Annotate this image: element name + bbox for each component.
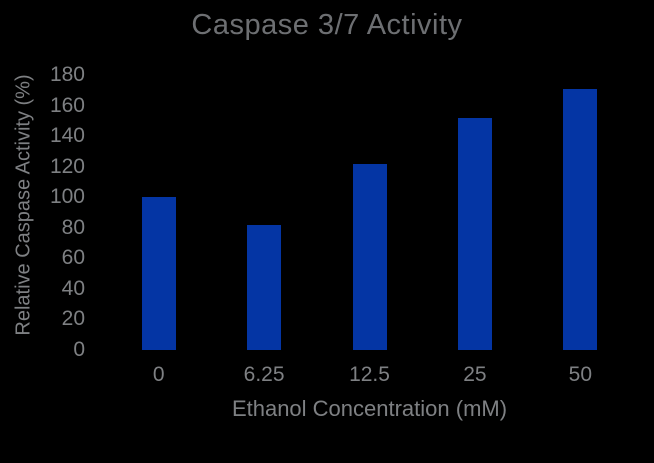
bar-slot-12.5 — [317, 60, 422, 350]
chart-title: Caspase 3/7 Activity — [191, 9, 463, 41]
bar-slot-50 — [528, 60, 633, 350]
x-tick-label: 6.25 — [243, 363, 285, 386]
bar-12.5 — [352, 163, 387, 350]
y-tick-label: 0 — [73, 338, 85, 361]
y-tick-label: 140 — [49, 124, 85, 148]
x-tick-label: 50 — [568, 363, 592, 386]
x-axis-title: Ethanol Concentration (mM) — [231, 396, 508, 421]
y-tick-label: 120 — [49, 154, 85, 178]
bar-slot-25 — [422, 60, 527, 350]
y-tick-label: 60 — [61, 246, 85, 270]
bar-25 — [457, 118, 492, 350]
bar-6.25 — [247, 224, 282, 350]
bar-slot-6.25 — [211, 60, 316, 350]
bar-slot-0 — [106, 60, 211, 350]
plot-area — [106, 60, 633, 350]
bar-0 — [141, 197, 176, 350]
bar-50 — [563, 89, 598, 350]
x-tick-label: 25 — [463, 363, 487, 386]
y-tick-label: 80 — [61, 215, 85, 239]
y-tick-label: 20 — [61, 307, 85, 331]
y-tick-label: 100 — [49, 185, 85, 209]
y-tick-label: 40 — [61, 276, 85, 300]
x-tick-label: 12.5 — [349, 363, 390, 386]
y-tick-label: 180 — [49, 63, 85, 87]
x-tick-label: 0 — [152, 363, 165, 386]
x-tick-labels: 0 6.25 12.5 25 50 — [106, 363, 633, 387]
y-tick-label: 160 — [49, 93, 85, 117]
